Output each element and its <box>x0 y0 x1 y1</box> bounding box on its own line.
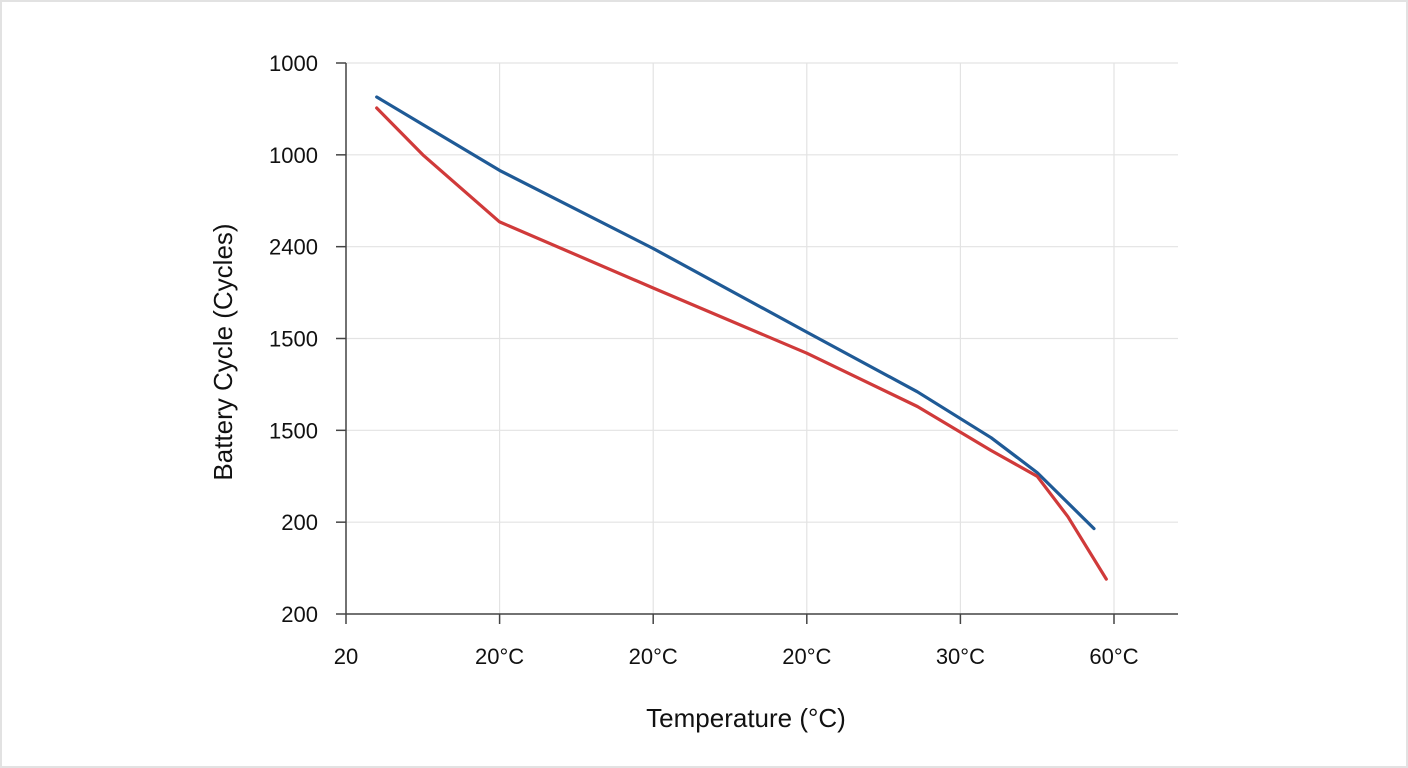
x-tick-label: 20 <box>334 644 358 669</box>
axes <box>336 62 1178 624</box>
y-tick-label: 200 <box>281 510 318 535</box>
y-tick-label: 200 <box>281 602 318 627</box>
series-lines <box>375 95 1108 581</box>
series-line-1 <box>375 95 1096 531</box>
y-axis-title: Battery Cycle (Cycles) <box>208 223 238 480</box>
x-tick-label: 30°C <box>936 644 985 669</box>
x-tick-label: 20°C <box>782 644 831 669</box>
y-tick-labels: 1000 1000 2400 1500 1500 200 200 <box>269 51 318 627</box>
y-tick-label: 1500 <box>269 327 318 352</box>
y-tick-label: 1000 <box>269 143 318 168</box>
x-tick-label: 20°C <box>629 644 678 669</box>
x-axis-title: Temperature (°C) <box>646 703 846 733</box>
series-line-2 <box>375 106 1108 581</box>
y-tick-label: 1500 <box>269 418 318 443</box>
y-tick-label: 2400 <box>269 235 318 260</box>
x-tick-label: 20°C <box>475 644 524 669</box>
x-tick-labels: 20 20°C 20°C 20°C 30°C 60°C <box>334 644 1139 669</box>
y-tick-label: 1000 <box>269 51 318 76</box>
x-tick-label: 60°C <box>1089 644 1138 669</box>
grid-lines <box>346 62 1178 614</box>
